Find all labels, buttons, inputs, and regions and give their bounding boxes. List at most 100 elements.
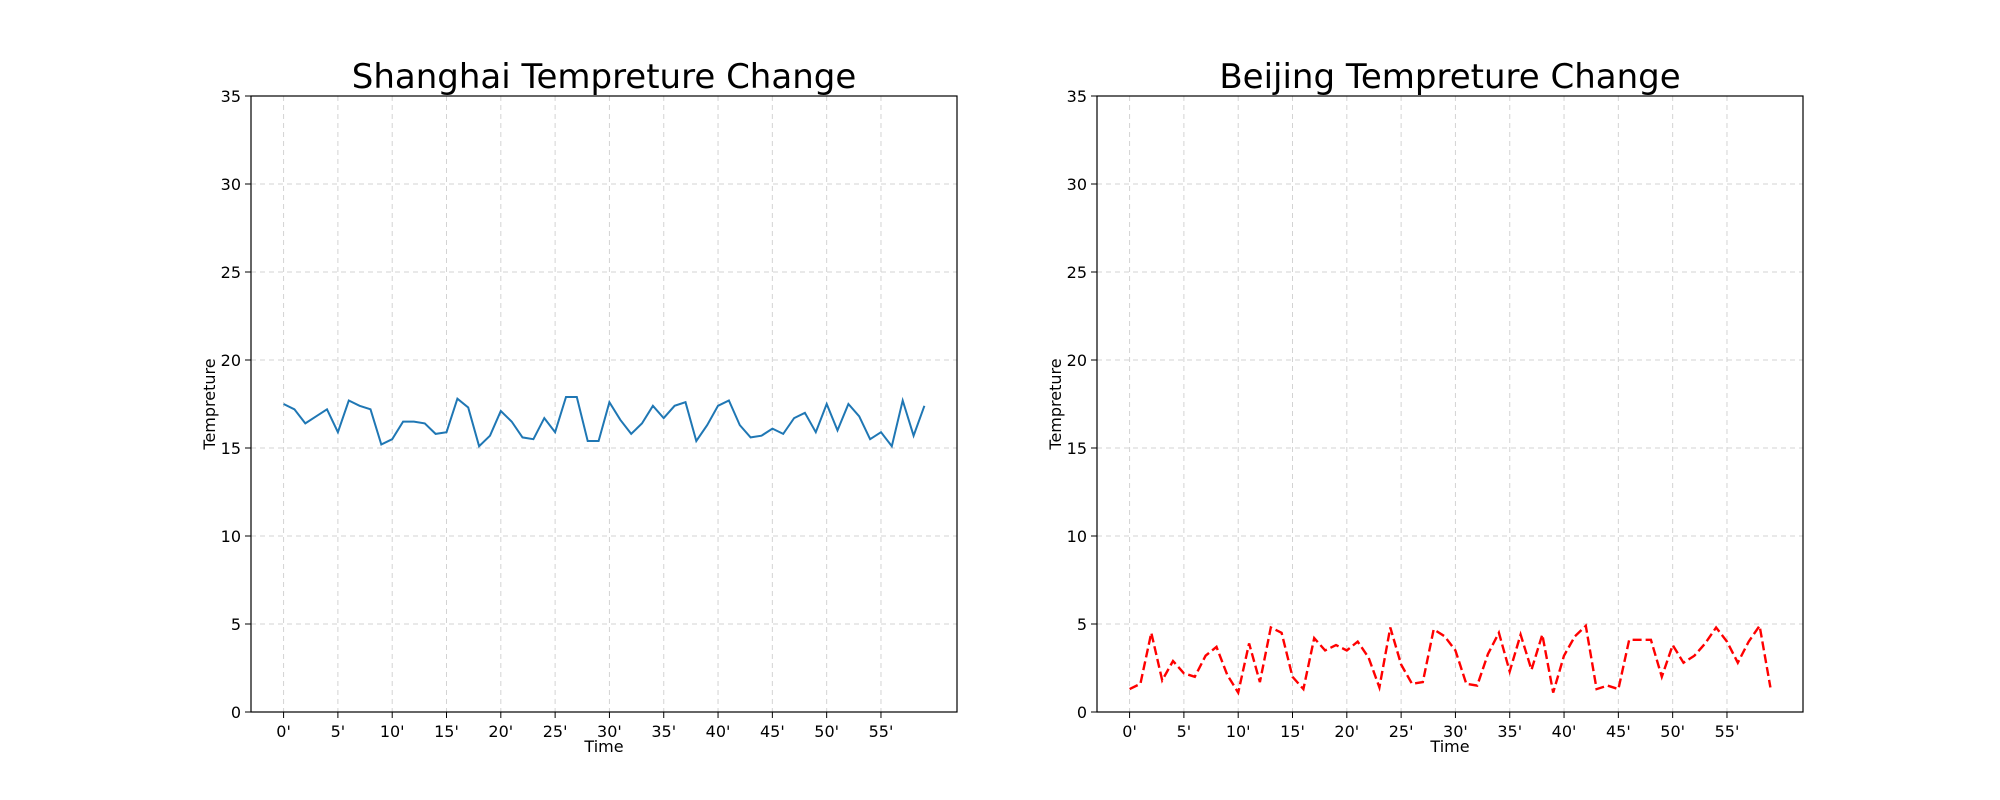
data-point (401, 420, 405, 424)
data-point (673, 404, 677, 408)
data-point (727, 398, 731, 402)
y-tick-label: 25 (1067, 263, 1087, 282)
data-point (347, 398, 351, 402)
x-tick-label: 35' (1497, 722, 1522, 741)
y-tick-label: 15 (1067, 439, 1087, 458)
data-point (1410, 682, 1414, 686)
data-point (629, 432, 633, 436)
data-point (1519, 633, 1523, 637)
data-point (1551, 691, 1555, 695)
data-point (1388, 626, 1392, 630)
data-point (836, 428, 840, 432)
data-point (586, 439, 590, 443)
data-point (1301, 687, 1305, 691)
data-point (423, 421, 427, 425)
y-tick-label: 5 (1077, 615, 1087, 634)
x-tick-label: 55' (869, 722, 894, 741)
data-point (651, 404, 655, 408)
data-point (1714, 626, 1718, 630)
series-layer (282, 395, 926, 449)
data-point (1443, 634, 1447, 638)
data-point (1584, 624, 1588, 628)
data-point (390, 437, 394, 441)
data-point (716, 404, 720, 408)
y-tick-label: 30 (1067, 175, 1087, 194)
x-tick-label: 15' (434, 722, 459, 741)
data-point (379, 442, 383, 446)
data-point (292, 407, 296, 411)
data-point (922, 404, 926, 408)
data-point (1486, 652, 1490, 656)
data-point (792, 416, 796, 420)
data-point (531, 437, 535, 441)
x-tick-label: 5' (331, 722, 346, 741)
data-point (412, 420, 416, 424)
ticks: 0' 5' 10' 15' 20' 25' 30' 35' 40' 45' 50' 55' 0 5 10 15… (221, 87, 894, 741)
data-point (521, 435, 525, 439)
x-tick-label: 50' (814, 722, 839, 741)
data-point (1149, 631, 1153, 635)
data-point (434, 432, 438, 436)
data-point (1214, 645, 1218, 649)
x-tick-label: 0' (276, 722, 291, 741)
data-point (618, 418, 622, 422)
data-point (1649, 638, 1653, 642)
data-point (738, 423, 742, 427)
y-tick-label: 0 (1077, 703, 1087, 722)
data-point (1692, 654, 1696, 658)
data-point (282, 402, 286, 406)
x-tick-label: 35' (651, 722, 676, 741)
data-point (857, 414, 861, 418)
data-point (1464, 682, 1468, 686)
data-point (510, 420, 514, 424)
data-point (770, 427, 774, 431)
data-point (662, 416, 666, 420)
data-point (1269, 626, 1273, 630)
data-point (1703, 641, 1707, 645)
y-tick-label: 10 (1067, 527, 1087, 546)
data-point (705, 423, 709, 427)
y-tick-label: 30 (221, 175, 241, 194)
data-point (912, 434, 916, 438)
data-point (1540, 633, 1544, 637)
data-point (1204, 654, 1208, 658)
data-point (325, 407, 329, 411)
data-point (564, 395, 568, 399)
data-point (1312, 636, 1316, 640)
data-point (803, 411, 807, 415)
data-point (1682, 661, 1686, 665)
data-point (1453, 648, 1457, 652)
data-point (466, 406, 470, 410)
data-point (1432, 627, 1436, 631)
data-point (1529, 668, 1533, 672)
data-point (553, 430, 557, 434)
data-point (694, 439, 698, 443)
data-point (749, 435, 753, 439)
data-point (1475, 684, 1479, 688)
data-point (1660, 675, 1664, 679)
x-tick-label: 30' (597, 722, 622, 741)
data-point (1595, 687, 1599, 691)
x-tick-label: 5' (1177, 722, 1192, 741)
x-tick-label: 20' (488, 722, 513, 741)
x-tick-label: 50' (1660, 722, 1685, 741)
data-point (597, 439, 601, 443)
data-point (488, 434, 492, 438)
data-point (1497, 631, 1501, 635)
data-point (1736, 661, 1740, 665)
y-axis-label: Tempreture (200, 358, 219, 450)
x-tick-label: 45' (1606, 722, 1631, 741)
data-point (477, 444, 481, 448)
x-tick-label: 40' (1552, 722, 1577, 741)
y-tick-label: 10 (221, 527, 241, 546)
x-tick-label: 0' (1122, 722, 1137, 741)
y-tick-label: 20 (221, 351, 241, 370)
data-point (542, 416, 546, 420)
data-point (1671, 643, 1675, 647)
data-point (683, 400, 687, 404)
data-point (499, 409, 503, 413)
plot-frame (250, 95, 958, 713)
data-point (759, 434, 763, 438)
x-tick-label: 55' (1715, 722, 1740, 741)
